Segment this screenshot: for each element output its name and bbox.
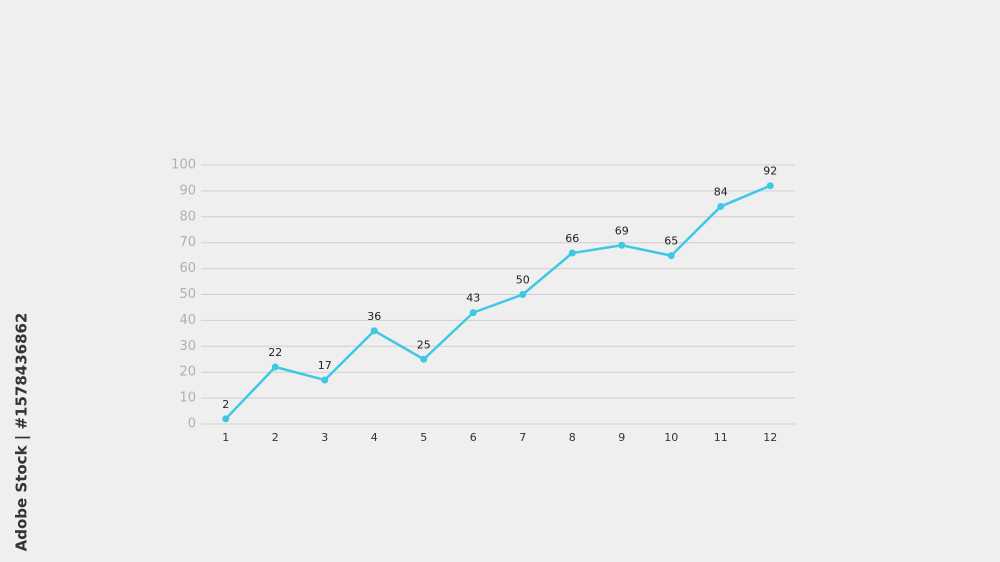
y-tick-label: 40 (179, 313, 196, 328)
point (618, 241, 626, 249)
point (766, 182, 774, 190)
value-label: 43 (466, 292, 480, 305)
value-label: 92 (763, 165, 777, 178)
point (420, 355, 428, 363)
x-tick-label: 6 (470, 431, 477, 444)
value-label: 84 (714, 185, 728, 198)
x-tick-label: 8 (569, 431, 576, 444)
x-tick-label: 2 (272, 431, 279, 444)
x-tick-label: 5 (420, 431, 427, 444)
value-label: 36 (367, 310, 381, 323)
value-label: 25 (417, 338, 431, 351)
y-tick-label: 30 (179, 339, 196, 354)
point (667, 252, 675, 260)
y-tick-label: 70 (179, 235, 196, 250)
value-label: 69 (615, 224, 629, 237)
line (224, 184, 771, 420)
point (321, 376, 329, 384)
x-tick-label: 11 (714, 431, 728, 444)
point (469, 309, 477, 317)
watermark: Adobe Stock | #1578436862 (13, 313, 32, 552)
point (717, 202, 725, 210)
x-tick-label: 3 (321, 431, 328, 444)
value-label: 50 (516, 274, 530, 287)
x-tick-label: 1 (222, 431, 229, 444)
value-label: 2 (222, 398, 229, 411)
x-tick-label: 4 (371, 431, 378, 444)
y-tick-label: 60 (179, 261, 196, 276)
point (370, 327, 378, 335)
y-tick-label: 10 (179, 391, 196, 406)
value-label: 65 (664, 235, 678, 248)
y-tick-label: 20 (179, 365, 196, 380)
y-tick-label: 80 (179, 209, 196, 224)
x-tick-label: 12 (763, 431, 777, 444)
y-tick-label: 100 (171, 158, 196, 173)
point (222, 415, 230, 423)
y-tick-label: 50 (179, 287, 196, 302)
x-tick-label: 10 (664, 431, 678, 444)
value-label: 66 (565, 232, 579, 245)
x-tick-label: 9 (618, 431, 625, 444)
y-tick-label: 0 (188, 417, 196, 432)
point (519, 291, 527, 298)
y-tick-label: 90 (179, 183, 196, 198)
point (271, 363, 279, 371)
value-label: 17 (318, 359, 332, 372)
x-tick-label: 7 (519, 431, 526, 444)
point (568, 249, 576, 257)
value-label: 22 (268, 346, 282, 359)
